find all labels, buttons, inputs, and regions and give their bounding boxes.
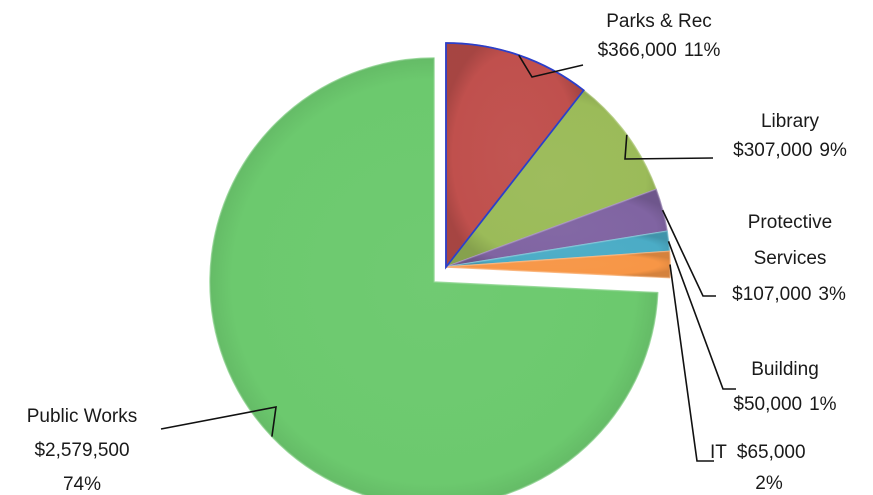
label-library-name: Library bbox=[761, 111, 820, 132]
leader-line-building bbox=[667, 241, 736, 390]
leader-lines bbox=[160, 54, 736, 462]
pie-slices bbox=[209, 42, 671, 495]
label-building-name: Building bbox=[751, 359, 819, 380]
pie-slice-shading bbox=[446, 90, 657, 267]
label-protective-name-line1: Protective bbox=[748, 212, 832, 233]
leader-line-public-works bbox=[160, 406, 277, 437]
label-parks-rec-name: Parks & Rec bbox=[606, 11, 712, 32]
leader-line-library bbox=[624, 134, 714, 160]
label-library-value: $307,000 9% bbox=[733, 140, 847, 161]
pie-slice-shading bbox=[446, 251, 671, 278]
data-labels: Parks & Rec $366,000 11% Library $307,000… bbox=[27, 11, 847, 495]
label-it-name-value: IT $65,000 bbox=[710, 442, 806, 463]
label-protective-value: $107,000 3% bbox=[732, 284, 846, 305]
label-public-works-percent: 74% bbox=[63, 474, 101, 495]
label-it-percent: 2% bbox=[755, 473, 783, 494]
label-parks-rec-value: $366,000 11% bbox=[598, 40, 721, 61]
label-public-works-value: $2,579,500 bbox=[34, 440, 129, 461]
leader-line-it bbox=[669, 264, 714, 462]
label-public-works-name: Public Works bbox=[27, 406, 138, 427]
leader-line-parks-rec bbox=[518, 54, 584, 78]
label-building-value: $50,000 1% bbox=[733, 394, 836, 415]
pie-slice-shading bbox=[446, 43, 584, 267]
pie-slice-shading bbox=[446, 189, 668, 267]
pie-slice-shading bbox=[446, 231, 670, 267]
pie-slice-parks-rec-outline bbox=[445, 42, 585, 270]
label-protective-name-line2: Services bbox=[754, 248, 827, 269]
leader-line-protective-services bbox=[661, 209, 716, 297]
pie-slice-shading bbox=[210, 58, 658, 495]
